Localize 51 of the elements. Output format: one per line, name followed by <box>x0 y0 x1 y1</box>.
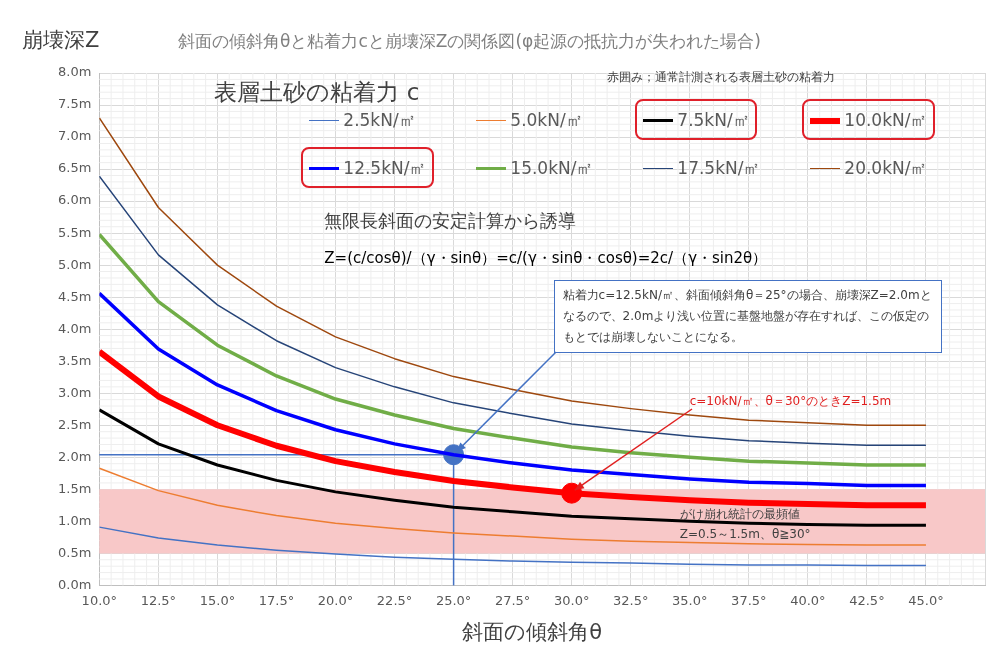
legend-label: 12.5kN/㎡ <box>343 157 427 180</box>
band-label: がけ崩れ統計の最頻値 <box>679 505 800 523</box>
annotation: 粘着力c=12.5kN/㎡、斜面傾斜角θ＝25°の場合、崩壊深Z=2.0mとなるので、2.0mより浅い位置に基盤地盤が存在すれば、この仮定のもとでは崩壊しないことになる。 <box>553 279 942 353</box>
chart-title: 斜面の傾斜角θと粘着力cと崩壊深Zの関係図(φ起源の抵抗力が失われた場合) <box>178 30 761 53</box>
annotation: 無限長斜面の安定計算から誘導 <box>324 209 577 233</box>
x-tick-label: 35.0° <box>672 592 708 608</box>
x-tick-label: 10.0° <box>81 592 118 608</box>
x-tick-label: 45.0° <box>908 592 944 608</box>
y-tick-label: 0.0m <box>57 576 92 592</box>
y-tick-label: 3.0m <box>57 384 92 400</box>
x-tick-label: 27.5° <box>494 592 531 608</box>
x-tick-label: 42.5° <box>849 592 885 608</box>
x-tick-label: 40.0° <box>790 592 826 608</box>
y-tick-label: 1.0m <box>57 512 92 528</box>
x-tick-label: 30.0° <box>553 592 590 608</box>
y-tick-label: 7.0m <box>57 128 92 144</box>
x-axis-title: 斜面の傾斜角θ <box>462 619 603 646</box>
annotation: c=10kN/㎡、θ＝30°のときZ=1.5m <box>689 393 892 411</box>
x-tick-label: 22.5° <box>376 592 413 608</box>
y-tick-label: 8.0m <box>57 64 92 80</box>
annotation: Z=0.5～1.5m、θ≧30° <box>679 526 811 544</box>
y-tick-label: 2.5m <box>57 416 92 432</box>
legend-label: 20.0kN/㎡ <box>844 157 928 180</box>
legend-label: 15.0kN/㎡ <box>510 157 594 180</box>
x-tick-label: 17.5° <box>258 592 295 608</box>
x-tick-label: 12.5° <box>140 592 177 608</box>
legend-title: 表層土砂の粘着力 c <box>214 78 420 107</box>
x-tick-label: 37.5° <box>731 592 767 608</box>
legend-label: 5.0kN/㎡ <box>510 109 583 132</box>
y-tick-label: 2.0m <box>57 448 92 464</box>
x-tick-label: 32.5° <box>613 592 649 608</box>
legend-label: 17.5kN/㎡ <box>677 157 761 180</box>
legend-label: 2.5kN/㎡ <box>343 109 416 132</box>
x-tick-label: 20.0° <box>317 592 354 608</box>
y-tick-label: 3.5m <box>57 352 92 368</box>
y-tick-label: 7.5m <box>57 96 92 112</box>
y-axis-title: 崩壊深Z <box>22 27 100 54</box>
x-tick-label: 25.0° <box>435 592 472 608</box>
y-tick-label: 4.0m <box>57 320 92 336</box>
y-tick-label: 6.0m <box>57 192 92 208</box>
y-tick-label: 6.5m <box>57 160 92 176</box>
legend-label: 7.5kN/㎡ <box>677 109 750 132</box>
y-tick-label: 5.0m <box>57 256 92 272</box>
legend-label: 10.0kN/㎡ <box>844 109 928 132</box>
y-tick-label: 1.5m <box>57 480 92 496</box>
annotation: 赤囲み；通常計測される表層土砂の粘着力 <box>607 69 836 86</box>
y-tick-label: 0.5m <box>57 544 92 560</box>
annotation: Z=(c/cosθ)/（γ・sinθ）=c/(γ・sinθ・cosθ)=2c/（γ・sin2θ） <box>324 249 768 268</box>
y-tick-label: 4.5m <box>57 288 92 304</box>
y-tick-label: 5.5m <box>57 224 92 240</box>
x-tick-label: 15.0° <box>199 592 236 608</box>
